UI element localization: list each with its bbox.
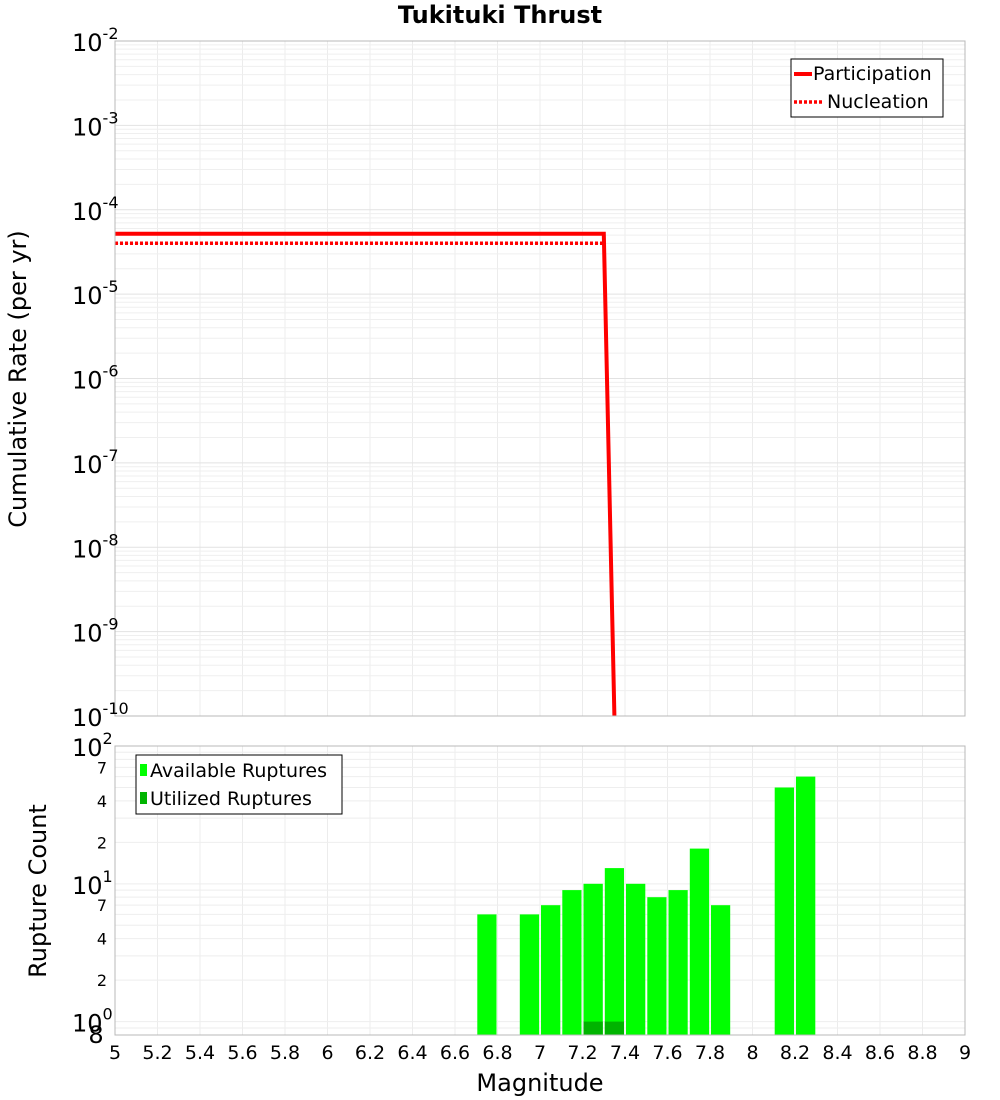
series-participation-line xyxy=(115,231,617,717)
rate-y-tick-label: 10-6 xyxy=(72,362,119,395)
count-y-minor-tick-label: 4 xyxy=(97,930,107,949)
available-rupture-bar xyxy=(477,914,497,1035)
magnitude-x-tick-label: 9 xyxy=(959,1042,971,1064)
rate-y-tick-label: 10-8 xyxy=(72,530,119,563)
rate-series xyxy=(115,231,617,717)
magnitude-x-tick-label: 8.6 xyxy=(865,1042,895,1064)
count-y-minor-tick-label: 2 xyxy=(97,833,107,852)
magnitude-x-tick-label: 6.8 xyxy=(482,1042,512,1064)
available-rupture-bar xyxy=(519,914,540,1035)
rate-y-tick-label: 10-7 xyxy=(72,446,119,479)
count-y-axis-label: Rupture Count xyxy=(24,804,52,978)
magnitude-x-tick-label: 7 xyxy=(534,1042,546,1064)
available-rupture-bar xyxy=(626,883,646,1035)
count-y-minor-tick-label: 4 xyxy=(97,792,107,811)
available-rupture-bar xyxy=(541,905,561,1035)
count-panel: 100 101 102 8 2 4 7 2 4 7 5 5.2 5.4 5.6 5.8 6 6.2 6.4 6.6… xyxy=(24,729,971,1097)
available-rupture-bar xyxy=(583,883,603,1035)
legend-utilized-swatch xyxy=(140,792,147,804)
rate-plot-frame xyxy=(114,40,966,717)
magnitude-x-tick-label: 6.2 xyxy=(355,1042,385,1064)
magnitude-x-tick-label: 5 xyxy=(109,1042,121,1064)
available-rupture-bar xyxy=(774,787,794,1035)
magnitude-x-ticks: 5 5.2 5.4 5.6 5.8 6 6.2 6.4 6.6 6.8 7 7.2 7.4 7.6 7.8 8… xyxy=(109,1042,971,1064)
count-y-minor-tick-label: 8 xyxy=(88,1021,103,1049)
legend-utilized-label: Utilized Ruptures xyxy=(150,788,312,810)
count-y-minor-tick-label: 2 xyxy=(97,971,107,990)
rate-grid xyxy=(114,41,966,717)
magnitude-x-tick-label: 6.4 xyxy=(397,1042,427,1064)
magnitude-x-tick-label: 5.2 xyxy=(142,1042,172,1064)
magnitude-x-tick-label: 7.2 xyxy=(567,1042,597,1064)
count-y-ticks: 100 101 102 8 2 4 7 2 4 7 xyxy=(72,729,113,1049)
count-y-tick-label: 101 xyxy=(72,867,113,900)
legend-available-label: Available Ruptures xyxy=(150,760,327,782)
utilized-rupture-bar xyxy=(604,1021,624,1035)
magnitude-x-tick-label: 5.8 xyxy=(270,1042,300,1064)
legend-nucleation-label: Nucleation xyxy=(827,91,929,113)
rate-y-tick-label: 10-5 xyxy=(72,277,119,310)
rate-panel: 10-2 10-3 10-4 10-5 10-6 10-7 10-8 10-9 10-10 Cu… xyxy=(4,24,966,732)
rate-y-axis-label: Cumulative Rate (per yr) xyxy=(4,230,32,528)
magnitude-x-tick-label: 7.4 xyxy=(610,1042,640,1064)
count-y-minor-tick-label: 7 xyxy=(97,896,107,915)
available-rupture-bar xyxy=(604,868,624,1035)
magnitude-x-tick-label: 5.6 xyxy=(227,1042,257,1064)
rate-y-tick-label: 10-2 xyxy=(72,24,119,57)
magnitude-x-tick-label: 7.6 xyxy=(652,1042,682,1064)
rate-y-tick-label: 10-4 xyxy=(72,193,119,226)
available-rupture-bar xyxy=(796,776,816,1035)
magnitude-x-tick-label: 5.4 xyxy=(185,1042,215,1064)
legend-available-swatch xyxy=(140,764,147,776)
available-rupture-bar xyxy=(562,890,582,1035)
rate-y-ticks: 10-2 10-3 10-4 10-5 10-6 10-7 10-8 10-9 10-10 xyxy=(72,24,129,732)
rate-y-tick-label: 10-3 xyxy=(72,108,119,141)
count-y-tick-label: 102 xyxy=(72,729,113,762)
available-rupture-bar xyxy=(647,897,667,1035)
rate-y-tick-label: 10-10 xyxy=(72,699,129,732)
magnitude-x-tick-label: 6 xyxy=(321,1042,333,1064)
magnitude-x-axis-label: Magnitude xyxy=(476,1069,603,1097)
chart-title: Tukituki Thrust xyxy=(398,1,602,29)
magnitude-x-tick-label: 8.8 xyxy=(907,1042,937,1064)
legend-participation-label: Participation xyxy=(813,63,932,85)
count-bars xyxy=(477,776,816,1035)
magnitude-x-tick-label: 6.6 xyxy=(440,1042,470,1064)
available-rupture-bar xyxy=(711,905,731,1035)
available-rupture-bar xyxy=(668,890,688,1035)
magnitude-x-tick-label: 8.2 xyxy=(780,1042,810,1064)
count-y-minor-tick-label: 7 xyxy=(97,758,107,777)
rate-legend-box xyxy=(790,58,944,118)
count-legend-box xyxy=(135,754,343,815)
count-plot-frame xyxy=(114,745,966,1036)
magnitude-x-tick-label: 7.8 xyxy=(695,1042,725,1064)
available-rupture-bar xyxy=(689,848,710,1035)
rate-legend: Participation Nucleation xyxy=(790,58,944,118)
rate-y-tick-label: 10-9 xyxy=(72,615,119,648)
utilized-rupture-bar xyxy=(583,1021,603,1035)
magnitude-x-tick-label: 8.4 xyxy=(822,1042,852,1064)
count-y-tick-label: 100 xyxy=(72,1005,113,1038)
count-legend: Available Ruptures Utilized Ruptures xyxy=(135,754,343,815)
magnitude-x-tick-label: 8 xyxy=(746,1042,758,1064)
